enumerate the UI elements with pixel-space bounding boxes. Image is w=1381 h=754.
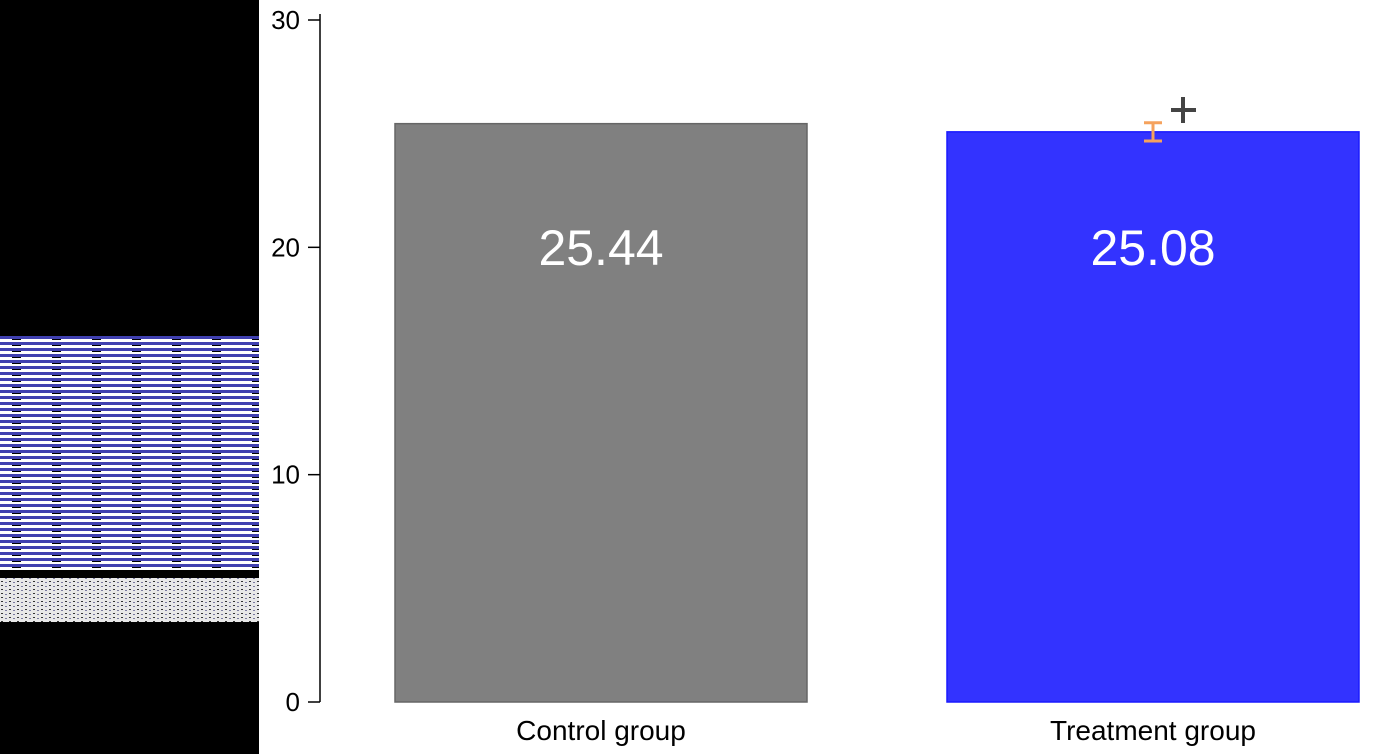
bar [394,122,808,703]
y-tick-label: 20 [271,232,300,262]
x-tick-label: Treatment group [1050,715,1256,746]
y-tick-label: 0 [286,687,300,717]
value-label: 25.44 [538,220,663,276]
error-bar [1144,121,1162,143]
y-tick-label: 10 [271,460,300,490]
value-label: 25.08 [1090,220,1215,276]
bar [946,131,1360,703]
x-tick-label: Control group [516,715,686,746]
y-tick-label: 30 [271,5,300,35]
cursor-marker [1171,97,1196,123]
side-panel [0,0,259,754]
